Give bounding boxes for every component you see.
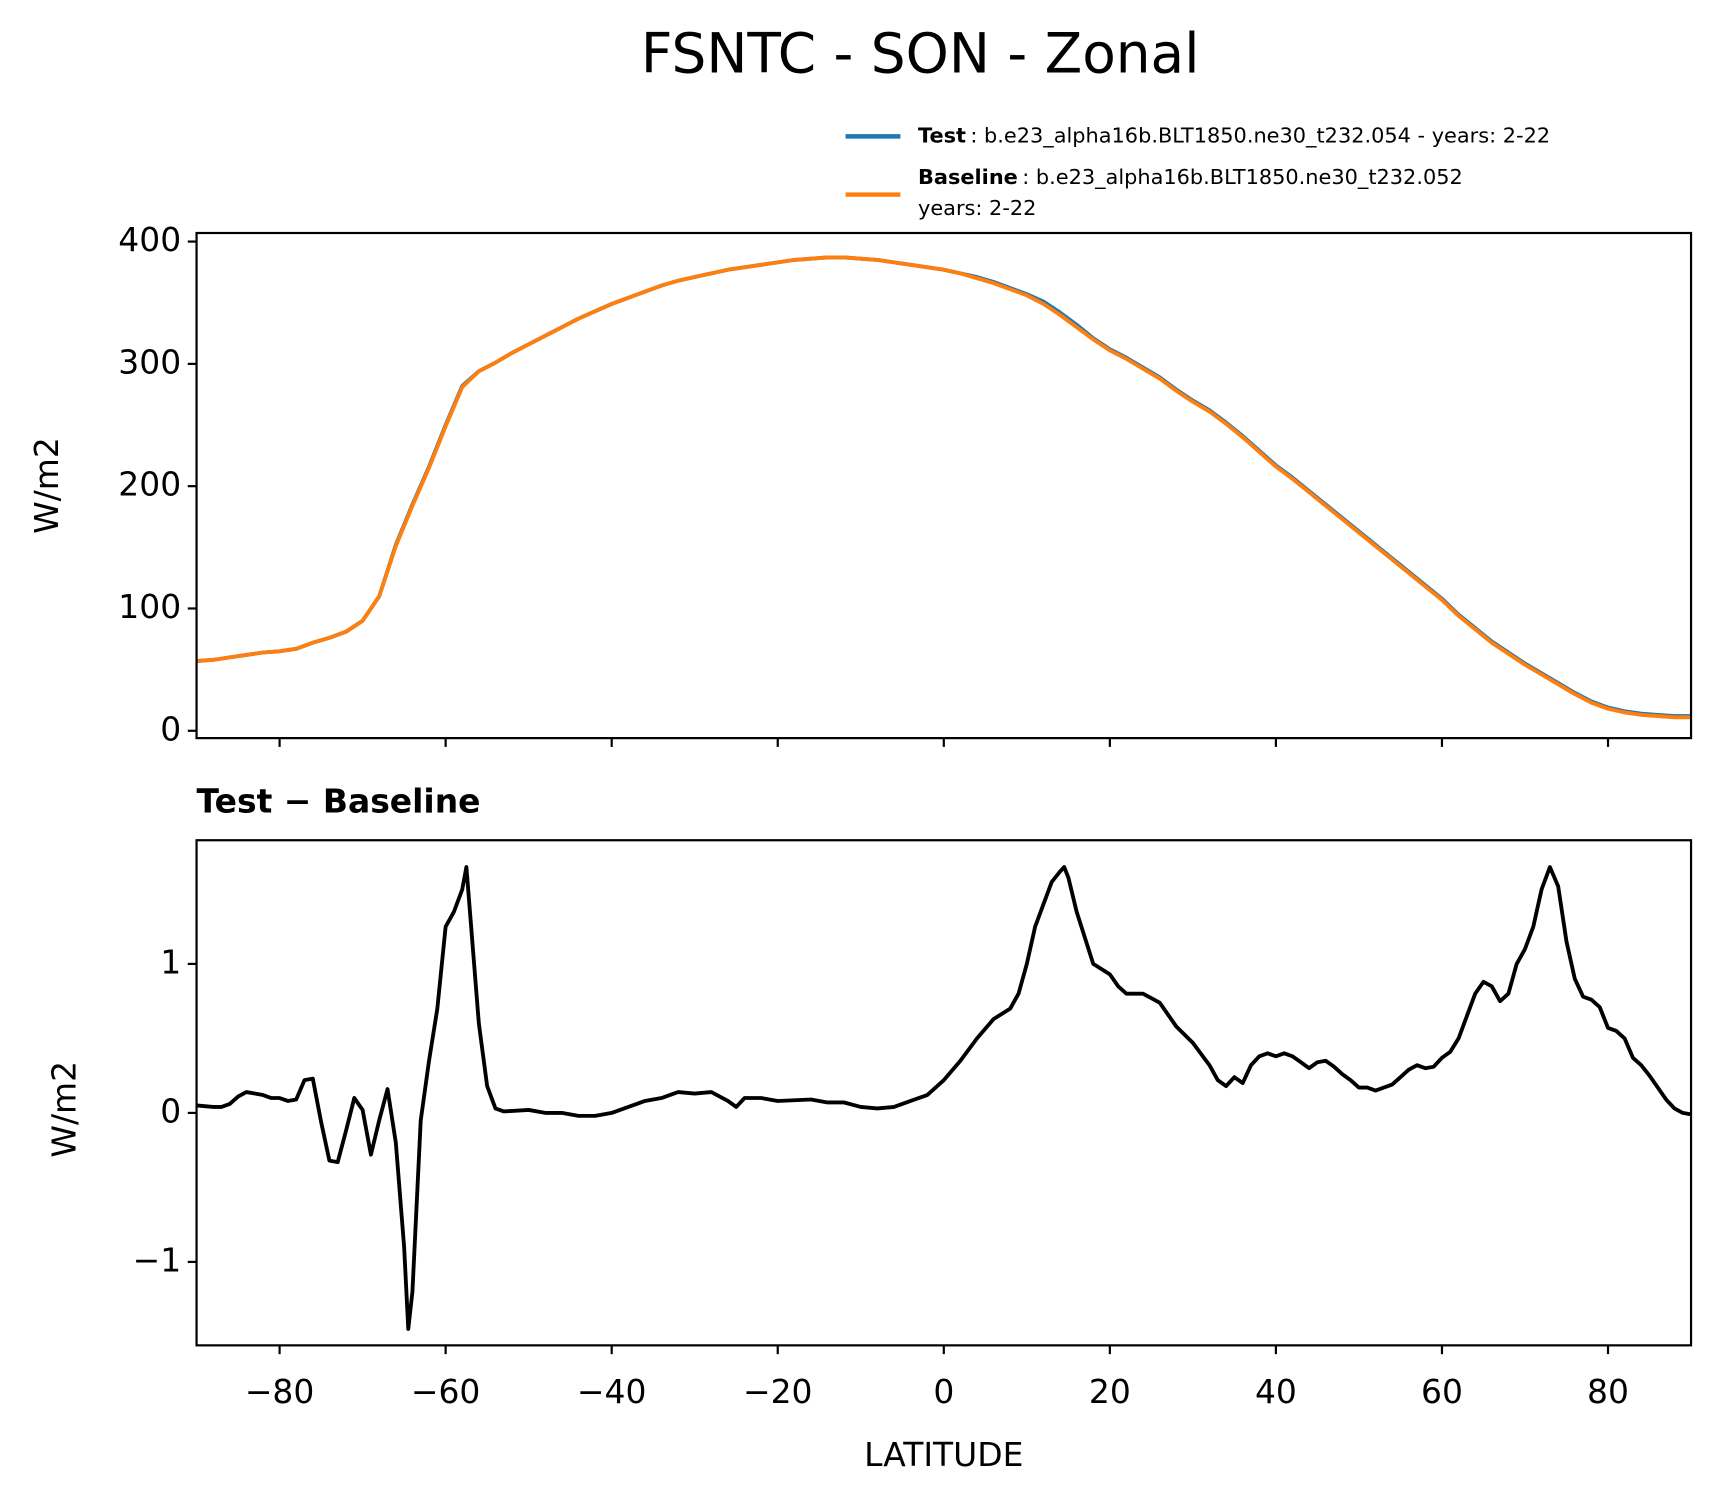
x-tick-label: 60 xyxy=(1421,1372,1463,1411)
y-tick-label: 100 xyxy=(118,587,181,626)
figure-title: FSNTC - SON - Zonal xyxy=(641,21,1200,85)
legend-description: years: 2-22 xyxy=(918,196,1036,220)
legend-description: : b.e23_alpha16b.BLT1850.ne30_t232.052 xyxy=(1022,165,1463,190)
y-tick-label: 400 xyxy=(118,220,181,259)
y-tick-label: −1 xyxy=(133,1240,182,1279)
x-tick-label: 80 xyxy=(1587,1372,1629,1411)
diff-line xyxy=(196,865,1692,1331)
x-tick-label: −60 xyxy=(411,1372,481,1411)
y-tick-label: 200 xyxy=(118,465,181,504)
plot-frame xyxy=(195,231,1693,740)
plot-frame xyxy=(195,839,1693,1347)
y-axis-label: W/m2 xyxy=(44,1061,83,1158)
x-tick-label: −20 xyxy=(743,1372,813,1411)
y-tick-label: 1 xyxy=(160,942,181,981)
x-tick-label: 0 xyxy=(933,1372,954,1411)
y-axis-label: W/m2 xyxy=(27,437,66,534)
legend-name: Test xyxy=(918,123,966,147)
legend-description: : b.e23_alpha16b.BLT1850.ne30_t232.054 -… xyxy=(970,123,1550,148)
series-line xyxy=(196,255,1692,720)
legend-entry: Baseline: b.e23_alpha16b.BLT1850.ne30_t2… xyxy=(918,165,1463,190)
x-tick-label: −80 xyxy=(245,1372,315,1411)
y-tick-label: 0 xyxy=(160,709,181,748)
x-axis-label: LATITUDE xyxy=(864,1435,1023,1474)
x-tick-label: −40 xyxy=(577,1372,647,1411)
legend-name: Baseline xyxy=(918,165,1018,189)
y-tick-label: 0 xyxy=(160,1091,181,1130)
x-tick-label: 20 xyxy=(1089,1372,1131,1411)
legend-entry: Test: b.e23_alpha16b.BLT1850.ne30_t232.0… xyxy=(918,123,1550,148)
subplot-title: Test − Baseline xyxy=(197,781,481,820)
y-tick-label: 300 xyxy=(118,342,181,381)
legend-entry: years: 2-22 xyxy=(918,196,1036,220)
x-tick-label: 40 xyxy=(1255,1372,1297,1411)
